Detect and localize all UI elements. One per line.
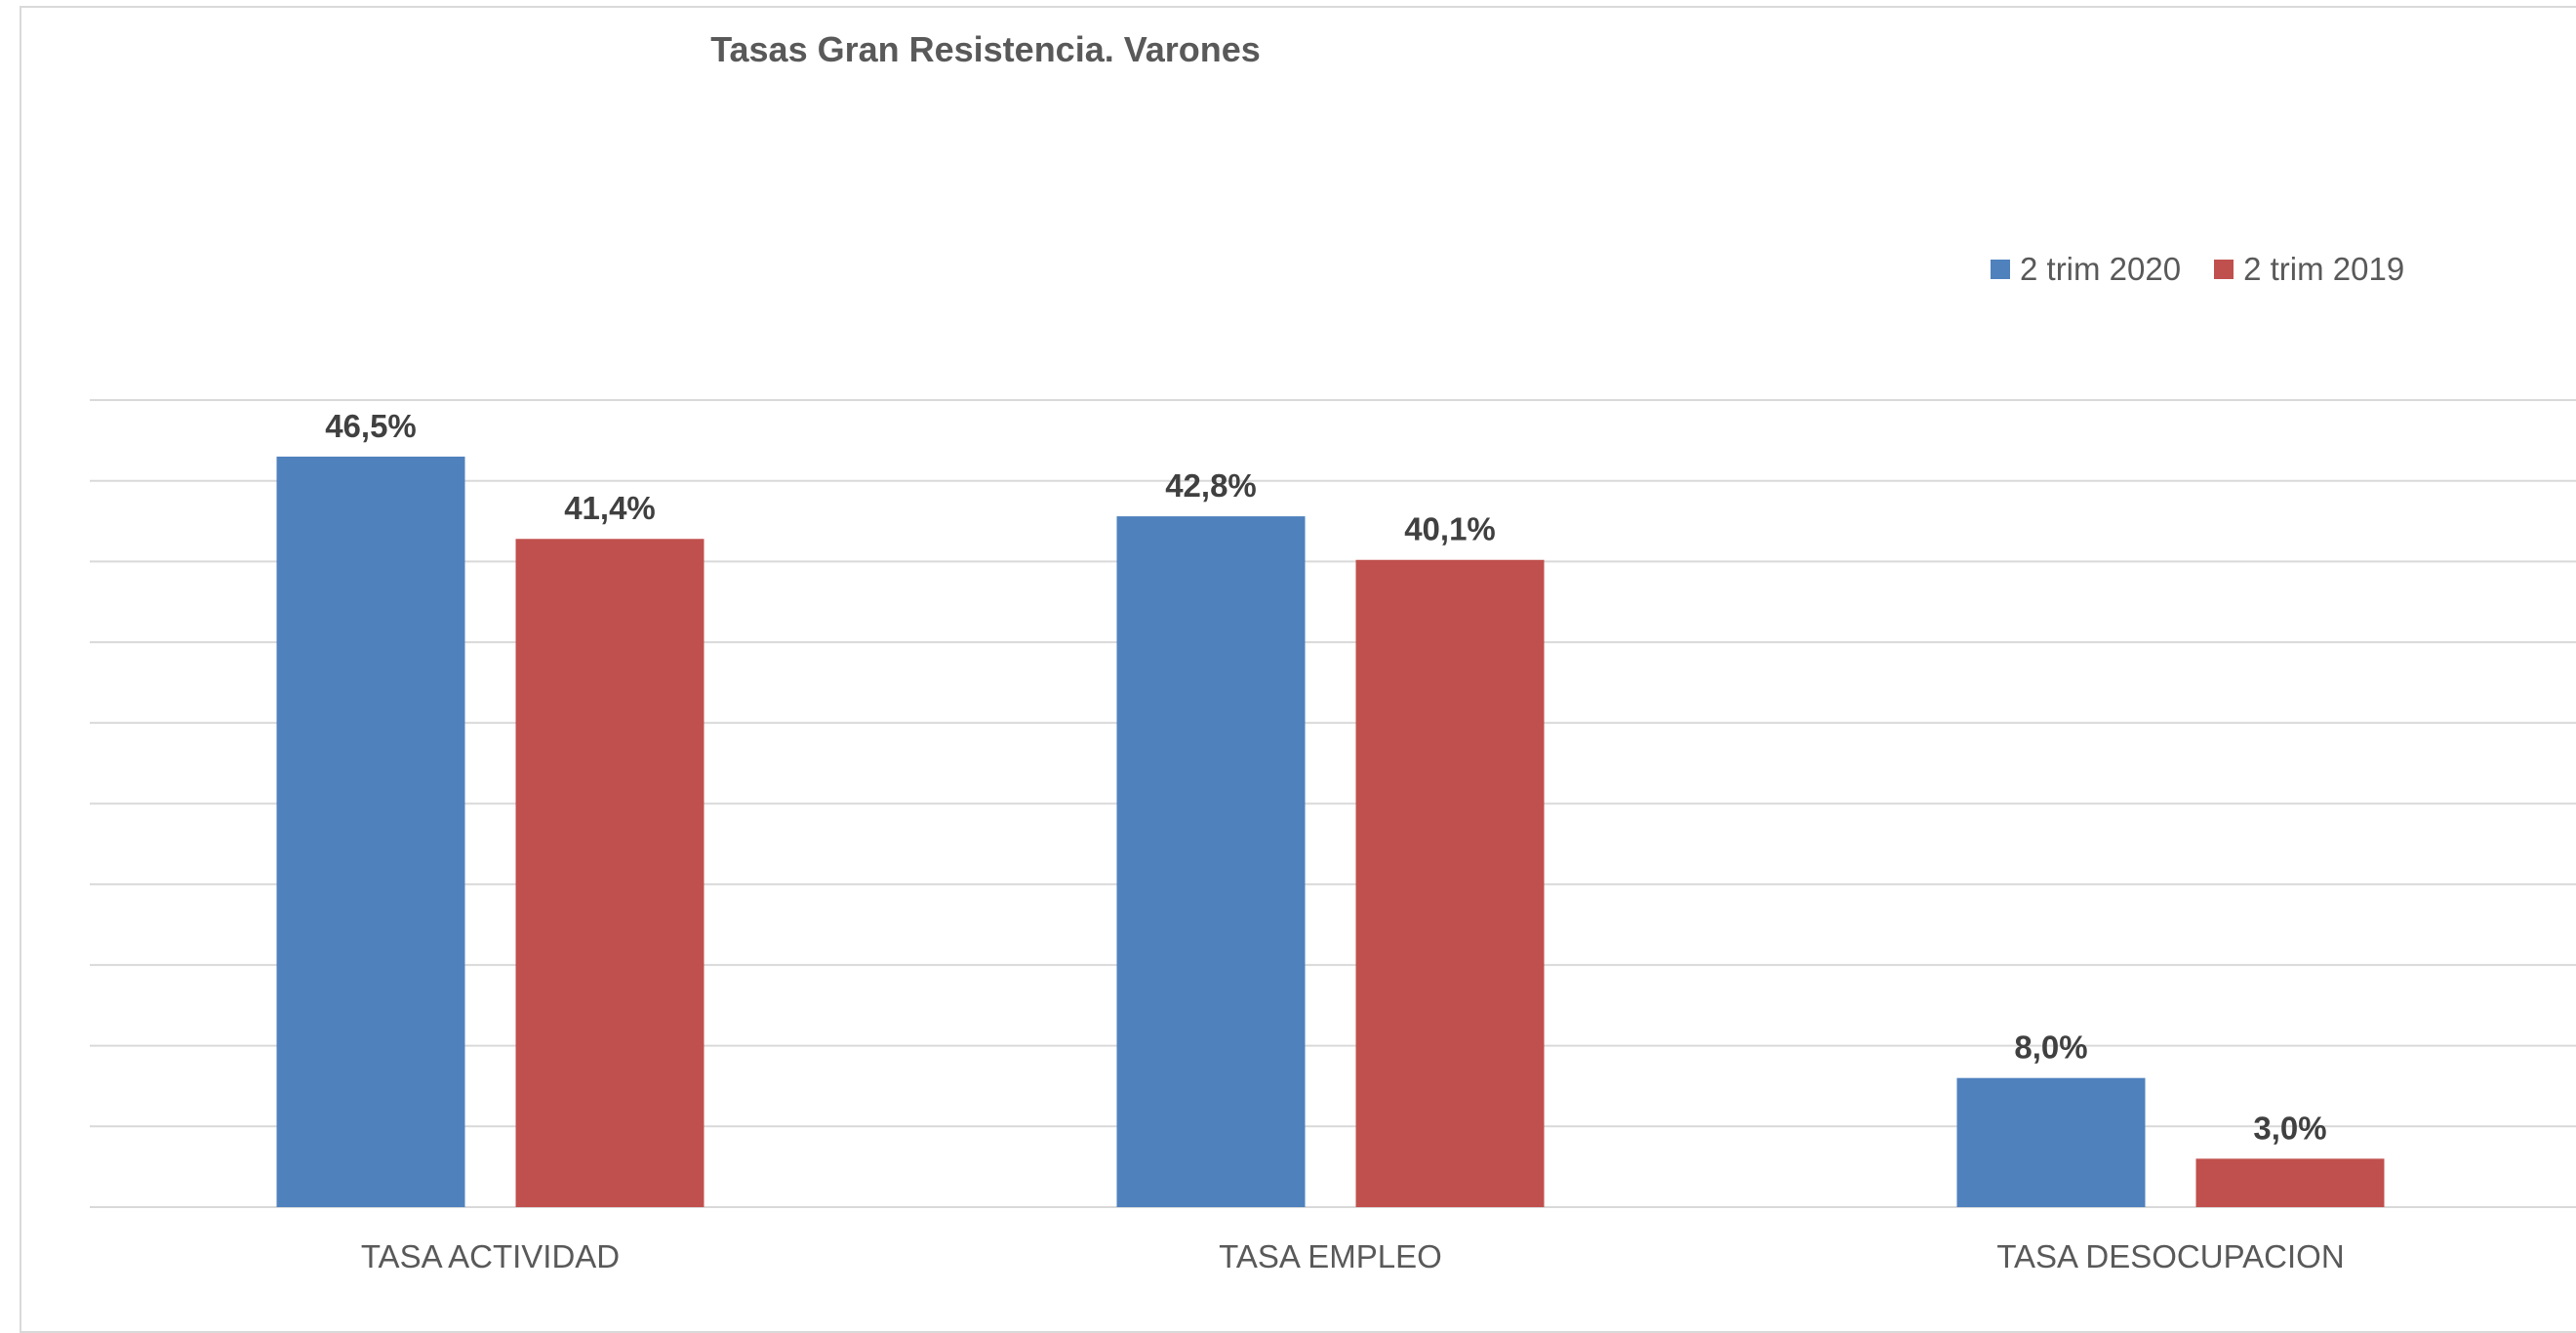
legend-swatch-series-0 xyxy=(1991,260,2010,279)
bar-series-1 xyxy=(515,539,704,1207)
bar-series-0 xyxy=(1956,1077,2146,1207)
legend-label-series-1: 2 trim 2019 xyxy=(2243,251,2405,287)
bar-series-1 xyxy=(1355,559,1545,1207)
data-label-series-0: 46,5% xyxy=(325,408,417,444)
data-label-series-1: 3,0% xyxy=(2253,1110,2326,1146)
legend-item-series-0: 2 trim 2020 xyxy=(1991,251,2181,288)
data-label-series-1: 40,1% xyxy=(1404,511,1496,547)
bar-series-0 xyxy=(276,456,465,1207)
data-label-series-0: 8,0% xyxy=(2014,1030,2087,1066)
legend-swatch-series-1 xyxy=(2214,260,2234,279)
bar-series-1 xyxy=(2195,1158,2385,1207)
legend-label-series-0: 2 trim 2020 xyxy=(2020,251,2182,287)
x-tick-label: TASA EMPLEO xyxy=(1219,1238,1442,1274)
legend-item-series-1: 2 trim 2019 xyxy=(2214,251,2404,288)
x-tick-label: TASA DESOCUPACION xyxy=(1996,1238,2344,1274)
data-label-series-0: 42,8% xyxy=(1165,467,1257,504)
legend: 2 trim 2020 2 trim 2019 xyxy=(1991,250,2404,289)
x-tick-label: TASA ACTIVIDAD xyxy=(361,1238,620,1274)
chart-title: Tasas Gran Resistencia. Varones xyxy=(710,29,1261,69)
bar-series-0 xyxy=(1116,516,1306,1207)
data-label-series-1: 41,4% xyxy=(564,490,656,526)
